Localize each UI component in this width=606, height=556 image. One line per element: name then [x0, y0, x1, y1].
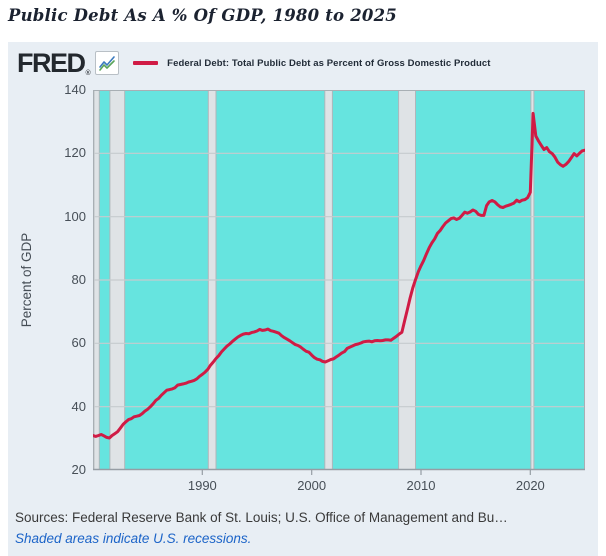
y-axis-title: Percent of GDP [19, 232, 34, 328]
x-tick-label: 2010 [406, 478, 436, 493]
sources-text: Sources: Federal Reserve Bank of St. Lou… [15, 510, 508, 525]
y-tick-label: 20 [71, 462, 86, 477]
chart-legend: Federal Debt: Total Public Debt as Perce… [133, 58, 490, 69]
series-color-swatch [133, 61, 159, 65]
fred-logo[interactable]: FRED® [17, 47, 91, 78]
y-tick-label: 100 [64, 208, 86, 224]
page-title: Public Debt As A % Of GDP, 1980 to 2025 [8, 6, 397, 25]
series-legend-label[interactable]: Federal Debt: Total Public Debt as Perce… [167, 57, 491, 69]
y-tick-label: 60 [71, 335, 86, 351]
y-tick-label: 140 [64, 82, 86, 97]
y-tick-label: 120 [64, 145, 86, 161]
line-chart-icon [95, 51, 120, 75]
y-tick-label: 40 [71, 398, 86, 414]
registered-mark: ® [85, 69, 91, 77]
fred-logo-text: FRED [17, 47, 86, 78]
debt-line-chart-svg[interactable] [93, 90, 585, 482]
x-tick-label: 2000 [297, 478, 327, 493]
fred-chart-figure: FRED® Federal Debt: Total Public Debt as… [8, 42, 598, 556]
recession-note: Shaded areas indicate U.S. recessions. [15, 531, 252, 546]
chart-plot-area[interactable] [93, 90, 585, 482]
x-tick-label: 1990 [187, 478, 217, 493]
y-tick-label: 80 [71, 272, 86, 287]
chart-header: FRED® Federal Debt: Total Public Debt as… [8, 42, 598, 84]
x-tick-label: 2020 [515, 478, 545, 493]
